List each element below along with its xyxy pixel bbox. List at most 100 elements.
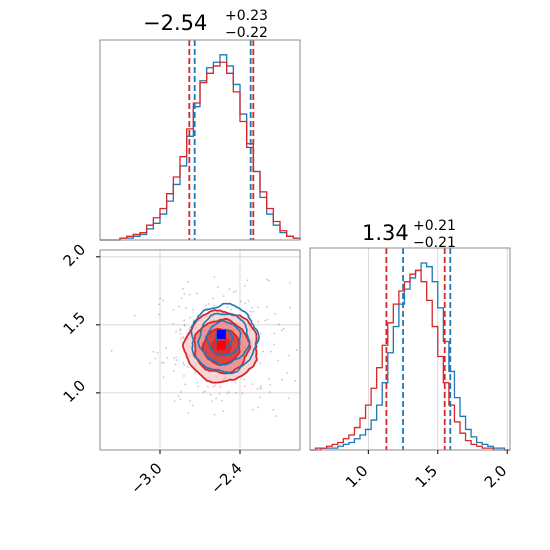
best-fit-marker-red (216, 340, 226, 350)
sample-point (282, 327, 285, 330)
sample-point (273, 332, 276, 335)
sample-point (162, 299, 164, 302)
title-param-1-lower: −0.22 (225, 25, 268, 41)
sample-point (221, 399, 223, 402)
sample-point (251, 310, 254, 313)
sample-point (133, 314, 136, 317)
sample-point (160, 361, 163, 364)
x-tick-label: −3.0 (127, 459, 165, 497)
sample-point (213, 304, 216, 307)
sample-point (288, 354, 290, 357)
sample-point (184, 307, 187, 309)
sample-point (294, 379, 297, 382)
joint-contour-panel: −3.0 −2.4 1.0 1.5 2.0 (60, 240, 301, 498)
sample-point (181, 336, 184, 339)
x-tick-label: −2.4 (207, 459, 245, 497)
sample-point (222, 295, 225, 298)
sample-point (182, 337, 185, 339)
sample-point (159, 297, 162, 300)
sample-point (179, 398, 182, 401)
title-param-1: −2.54 +0.23 −0.22 (143, 8, 268, 41)
sample-point (249, 315, 251, 317)
sample-point (234, 290, 237, 293)
sample-point (216, 286, 219, 289)
sample-point (258, 396, 261, 399)
sample-point (249, 310, 252, 313)
sample-point (234, 381, 237, 384)
sample-point (251, 408, 254, 411)
title-param-1-upper: +0.23 (225, 8, 268, 24)
sample-point (222, 410, 225, 413)
sample-point (175, 359, 178, 361)
sample-point (215, 397, 218, 400)
sample-point (250, 306, 253, 309)
x-tick-label: 2.0 (481, 462, 511, 492)
sample-point (259, 332, 262, 335)
sample-point (186, 365, 189, 368)
sample-point (179, 332, 182, 335)
sample-point (272, 409, 275, 411)
blue-contour-level (214, 328, 234, 349)
sample-point (289, 306, 292, 309)
sample-point (214, 384, 217, 387)
histogram-red-series (310, 269, 510, 451)
sample-point (183, 364, 186, 366)
sample-point (184, 383, 187, 386)
sample-point (172, 322, 175, 325)
sample-point (275, 415, 278, 418)
sample-point (257, 406, 259, 409)
sample-point (175, 330, 178, 333)
sample-point (177, 305, 180, 308)
sample-point (191, 404, 194, 407)
blue-contour-level (197, 312, 251, 366)
sample-point (172, 308, 175, 311)
sample-point (182, 362, 185, 364)
sample-point (227, 391, 230, 394)
sample-point (295, 349, 298, 351)
sample-point (262, 350, 265, 353)
sample-point (188, 328, 190, 331)
sample-point (235, 391, 238, 394)
sample-point (189, 399, 192, 402)
title-param-2-upper: +0.21 (413, 218, 456, 234)
sample-point (218, 392, 221, 395)
sample-point (189, 293, 191, 296)
axes-frame (99, 39, 301, 241)
sample-point (110, 350, 113, 352)
sample-point (196, 292, 198, 295)
sample-point (269, 350, 272, 353)
sample-point (205, 304, 207, 307)
blue-contour-level (190, 302, 260, 375)
histogram-red-series (100, 61, 301, 241)
y-tick-label: 2.0 (60, 240, 90, 270)
blue-contour-level (205, 320, 242, 357)
sample-point (194, 371, 197, 374)
sample-point (173, 400, 176, 403)
sample-point (204, 390, 206, 393)
sample-point (180, 337, 182, 340)
sample-point (241, 392, 244, 395)
sample-point (187, 280, 190, 283)
sample-point (244, 302, 247, 305)
sample-point (267, 378, 270, 380)
sample-point (166, 356, 169, 359)
sample-point (202, 391, 205, 394)
sample-point (162, 376, 165, 379)
best-fit-marker-blue (216, 329, 226, 339)
sample-point (180, 297, 183, 300)
sample-point (247, 299, 250, 302)
title-param-1-value: −2.54 (143, 11, 207, 35)
sample-point (177, 395, 180, 398)
sample-point (180, 391, 183, 393)
sample-point (274, 312, 276, 315)
sample-point (256, 360, 259, 363)
sample-point (257, 306, 259, 309)
marginal-histogram-param-2: 1.0 1.5 2.0 (309, 247, 511, 492)
sample-point (278, 323, 281, 326)
sample-point (281, 329, 283, 332)
title-param-2-lower: −0.21 (413, 235, 456, 251)
sample-point (243, 378, 246, 381)
sample-point (244, 285, 246, 287)
sample-point (267, 279, 270, 282)
x-tick-label: 1.5 (411, 462, 441, 492)
